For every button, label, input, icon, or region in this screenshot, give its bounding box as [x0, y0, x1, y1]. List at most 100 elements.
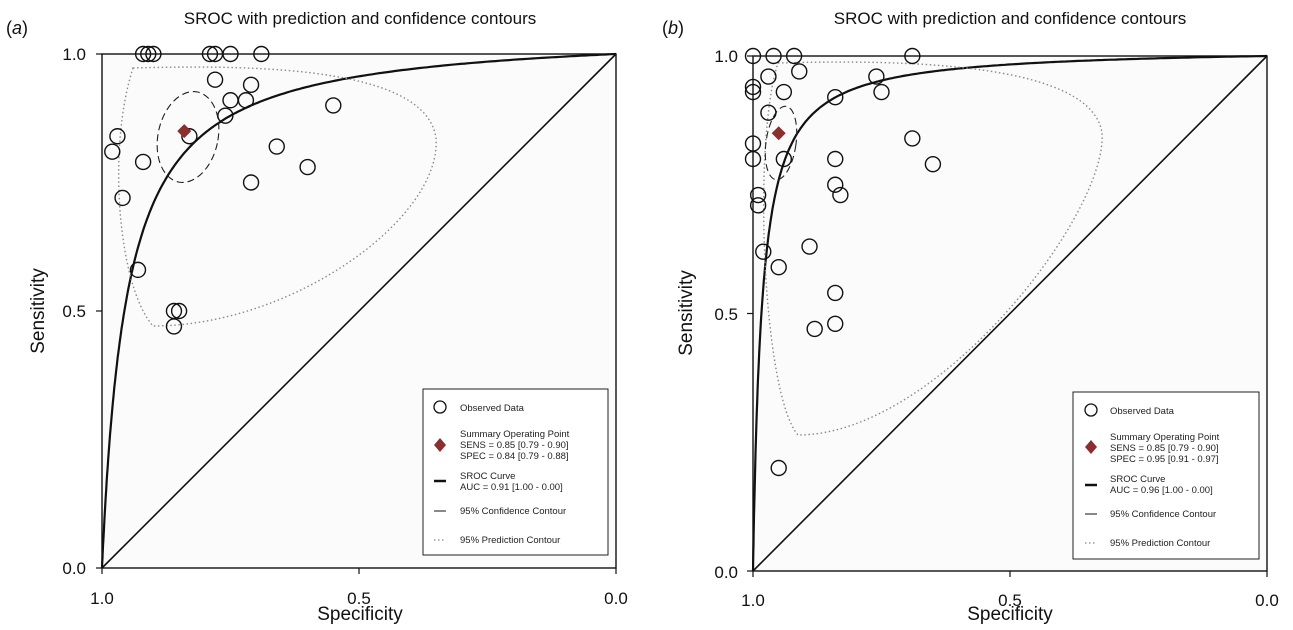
legend-box	[422, 388, 609, 556]
observed-point	[129, 261, 147, 279]
legend-summary-marker	[434, 438, 446, 452]
legend-sroc-title: SROC Curve	[460, 471, 515, 482]
observed-point	[755, 243, 772, 260]
observed-point	[827, 176, 844, 193]
legend-prediction-label: 95% Prediction Contour	[1110, 538, 1210, 549]
y-axis-title: Sensitivity	[28, 268, 49, 354]
observed-point	[873, 83, 890, 101]
sroc-chart-a: (a) SROC with prediction and confidence …	[6, 9, 628, 625]
observed-point	[806, 320, 823, 338]
observed-point	[924, 155, 942, 173]
observed-point	[744, 47, 762, 65]
y-tick-label: 0.0	[714, 563, 738, 582]
sroc-chart-b: (b) SROC with prediction and confidence …	[662, 9, 1279, 625]
observed-point	[827, 88, 844, 106]
observed-point	[253, 45, 270, 63]
observed-point	[134, 153, 152, 171]
observed-point	[827, 315, 844, 332]
observed-point	[749, 197, 767, 214]
observed-point	[760, 68, 777, 85]
confidence-contour	[764, 105, 798, 181]
observed-point	[765, 47, 782, 65]
y-tick-label: 0.0	[62, 559, 86, 578]
observed-point	[134, 45, 152, 63]
observed-point	[217, 107, 234, 124]
observed-point	[801, 238, 818, 255]
observed-point	[775, 150, 793, 168]
legend-summary-spec: SPEC = 0.95 [0.91 - 0.97]	[1110, 454, 1219, 465]
legend-summary-marker	[1085, 440, 1097, 454]
observed-point	[170, 302, 188, 320]
legend-observed-marker	[1084, 403, 1098, 417]
observed-point	[827, 150, 844, 168]
observed-point	[827, 284, 844, 302]
legend-summary-spec: SPEC = 0.84 [0.79 - 0.88]	[460, 451, 569, 462]
x-axis-title: Specificity	[967, 604, 1053, 625]
chance-diagonal	[101, 53, 617, 569]
observed-point	[904, 47, 921, 65]
x-tick-label: 0.0	[1255, 591, 1279, 610]
x-tick-label: 0.5	[347, 589, 371, 608]
observed-point	[268, 138, 285, 155]
legend-summary-sens: SENS = 0.85 [0.79 - 0.90]	[460, 440, 569, 451]
observed-point	[237, 92, 255, 109]
observed-point	[299, 158, 316, 176]
legend-confidence-label: 95% Confidence Contour	[460, 506, 566, 517]
observed-point	[181, 128, 198, 145]
observed-point	[744, 150, 762, 168]
observed-point	[242, 76, 260, 94]
observed-point	[749, 186, 767, 204]
panel-label-b: (b)	[662, 18, 684, 38]
chart-legend: Observed Data Summary Operating Point SE…	[1072, 391, 1260, 560]
observed-point	[222, 45, 239, 63]
legend-sroc-auc: AUC = 0.96 [1.00 - 0.00]	[1110, 485, 1213, 496]
chart-legend: Observed Data Summary Operating Point SE…	[422, 388, 609, 556]
observed-point	[104, 143, 121, 160]
observed-point	[770, 258, 787, 276]
x-tick-label: 0.0	[604, 589, 628, 608]
observed-point	[832, 186, 849, 204]
observed-point	[791, 63, 808, 80]
observed-point	[201, 45, 219, 63]
legend-summary-title: Summary Operating Point	[460, 429, 570, 440]
observed-point	[744, 78, 762, 96]
chart-title: SROC with prediction and confidence cont…	[184, 9, 536, 28]
legend-box	[1072, 391, 1260, 560]
observed-point	[206, 71, 224, 88]
observed-point	[868, 68, 885, 85]
observed-point	[760, 104, 777, 121]
legend-summary-sens: SENS = 0.85 [0.79 - 0.90]	[1110, 443, 1219, 454]
legend-observed-label: Observed Data	[1110, 406, 1175, 417]
sroc-curve	[100, 52, 617, 568]
y-tick-label: 1.0	[714, 47, 738, 66]
legend-summary-title: Summary Operating Point	[1110, 432, 1220, 443]
x-tick-label: 1.0	[741, 591, 765, 610]
observed-point	[775, 83, 793, 101]
observed-point	[904, 130, 921, 147]
legend-observed-label: Observed Data	[460, 403, 525, 414]
y-tick-label: 1.0	[62, 45, 86, 64]
chart-title: SROC with prediction and confidence cont…	[834, 9, 1186, 28]
y-tick-label: 0.5	[714, 305, 738, 324]
observed-point	[785, 47, 803, 65]
summary-point	[177, 124, 192, 139]
observed-point	[109, 128, 126, 145]
chance-diagonal	[752, 55, 1268, 572]
confidence-contour	[156, 91, 220, 183]
observed-point	[770, 459, 787, 477]
panel-label-a: (a)	[6, 18, 28, 38]
x-axis-title: Specificity	[317, 604, 403, 625]
legend-observed-marker	[433, 400, 447, 414]
observed-point	[165, 318, 183, 335]
observed-point	[325, 97, 342, 114]
x-tick-label: 0.5	[998, 591, 1022, 610]
summary-point	[771, 126, 786, 141]
legend-prediction-label: 95% Prediction Contour	[460, 535, 560, 546]
legend-confidence-label: 95% Confidence Contour	[1110, 509, 1216, 520]
observed-point	[114, 189, 131, 207]
observed-point	[145, 45, 162, 63]
legend-sroc-title: SROC Curve	[1110, 474, 1165, 485]
legend-sroc-auc: AUC = 0.91 [1.00 - 0.00]	[460, 482, 563, 493]
observed-point	[242, 174, 260, 191]
observed-point	[744, 83, 762, 101]
